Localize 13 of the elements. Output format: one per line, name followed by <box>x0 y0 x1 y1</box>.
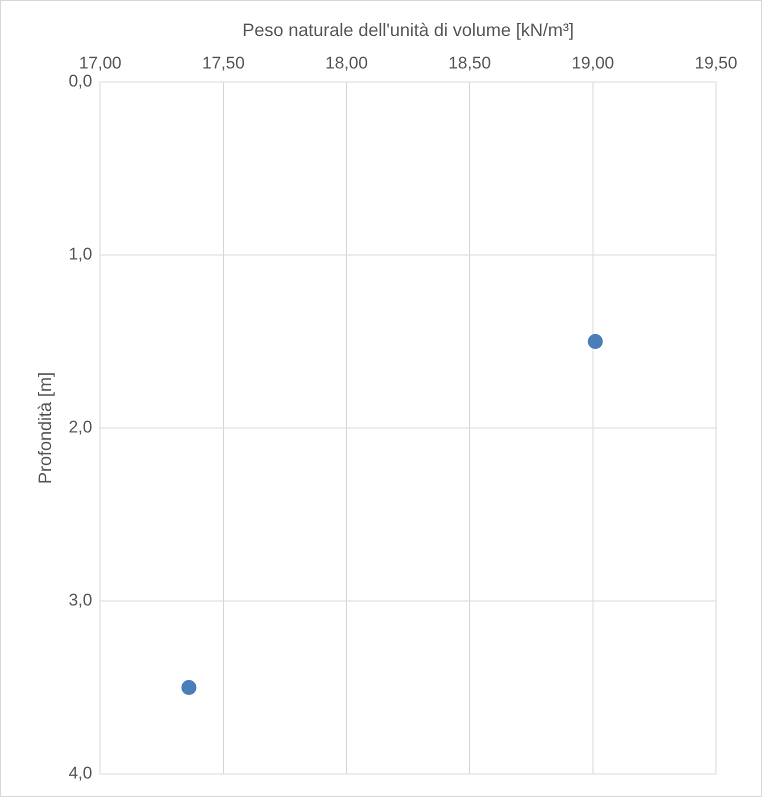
y-tick-label: 2,0 <box>68 418 92 437</box>
x-tick-label: 17,50 <box>202 53 245 72</box>
x-axis-title: Peso naturale dell'unità di volume [kN/m³] <box>242 20 574 40</box>
y-axis-title: Profondità [m] <box>34 372 55 484</box>
x-tick-label: 19,50 <box>694 53 738 72</box>
y-tick-label: 4,0 <box>68 764 92 783</box>
y-tick-label: 1,0 <box>68 244 92 264</box>
y-tick-label: 0,0 <box>68 72 92 91</box>
x-tick-label: 19,00 <box>572 53 614 72</box>
x-tick-label: 17,00 <box>78 53 122 72</box>
x-tick-label: 18,00 <box>325 53 368 72</box>
x-tick-label: 18,50 <box>448 53 491 72</box>
y-tick-label: 3,0 <box>68 590 92 610</box>
